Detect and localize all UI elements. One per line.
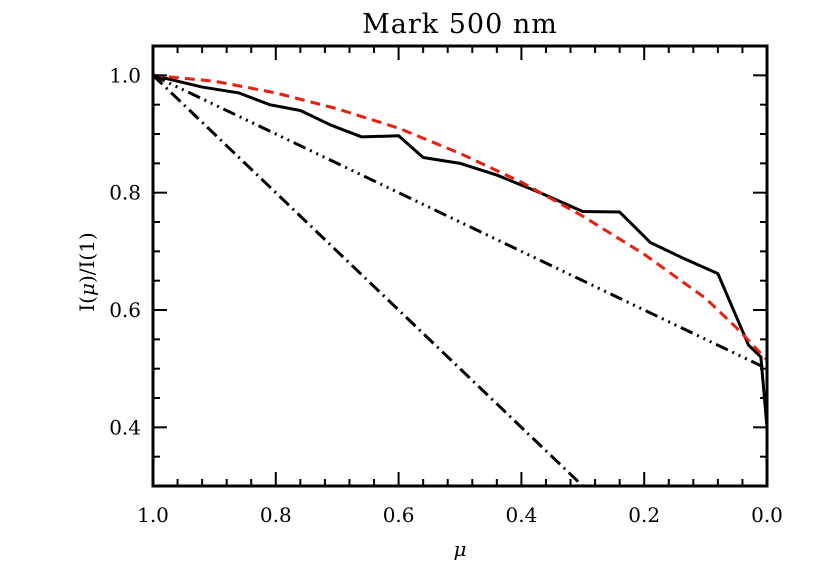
x-tick-label: 0.8 xyxy=(260,503,292,527)
y-axis-label-part: )/I(1) xyxy=(75,232,99,283)
y-tick-label: 0.8 xyxy=(109,181,141,205)
y-axis-label-part: I( xyxy=(75,296,99,312)
y-tick-label: 0.6 xyxy=(109,298,141,322)
x-tick-label: 0.0 xyxy=(751,503,783,527)
chart-title: Mark 500 nm xyxy=(362,9,558,40)
series-layer xyxy=(153,73,767,486)
y-tick-label: 0.4 xyxy=(109,415,141,439)
series-line-dash-dot-dot-dot xyxy=(153,73,767,371)
tick-labels-layer: 1.0 0.8 0.6 0.4 0.2 0.0 0.4 0.6 0.8 1.0 xyxy=(109,63,783,527)
x-tick-label: 0.2 xyxy=(628,503,660,527)
x-axis-label: μ xyxy=(454,537,467,561)
y-axis-label-part: μ xyxy=(75,283,99,296)
x-tick-label: 1.0 xyxy=(137,503,169,527)
series-line-dashed xyxy=(153,73,767,361)
plot-frame xyxy=(151,44,769,488)
y-axis-label: I(μ)/I(1) xyxy=(75,232,99,311)
ticks-layer xyxy=(152,45,768,487)
series-line-solid xyxy=(153,73,767,428)
y-tick-label: 1.0 xyxy=(109,63,141,87)
x-tick-label: 0.6 xyxy=(383,503,415,527)
x-tick-label: 0.4 xyxy=(505,503,537,527)
